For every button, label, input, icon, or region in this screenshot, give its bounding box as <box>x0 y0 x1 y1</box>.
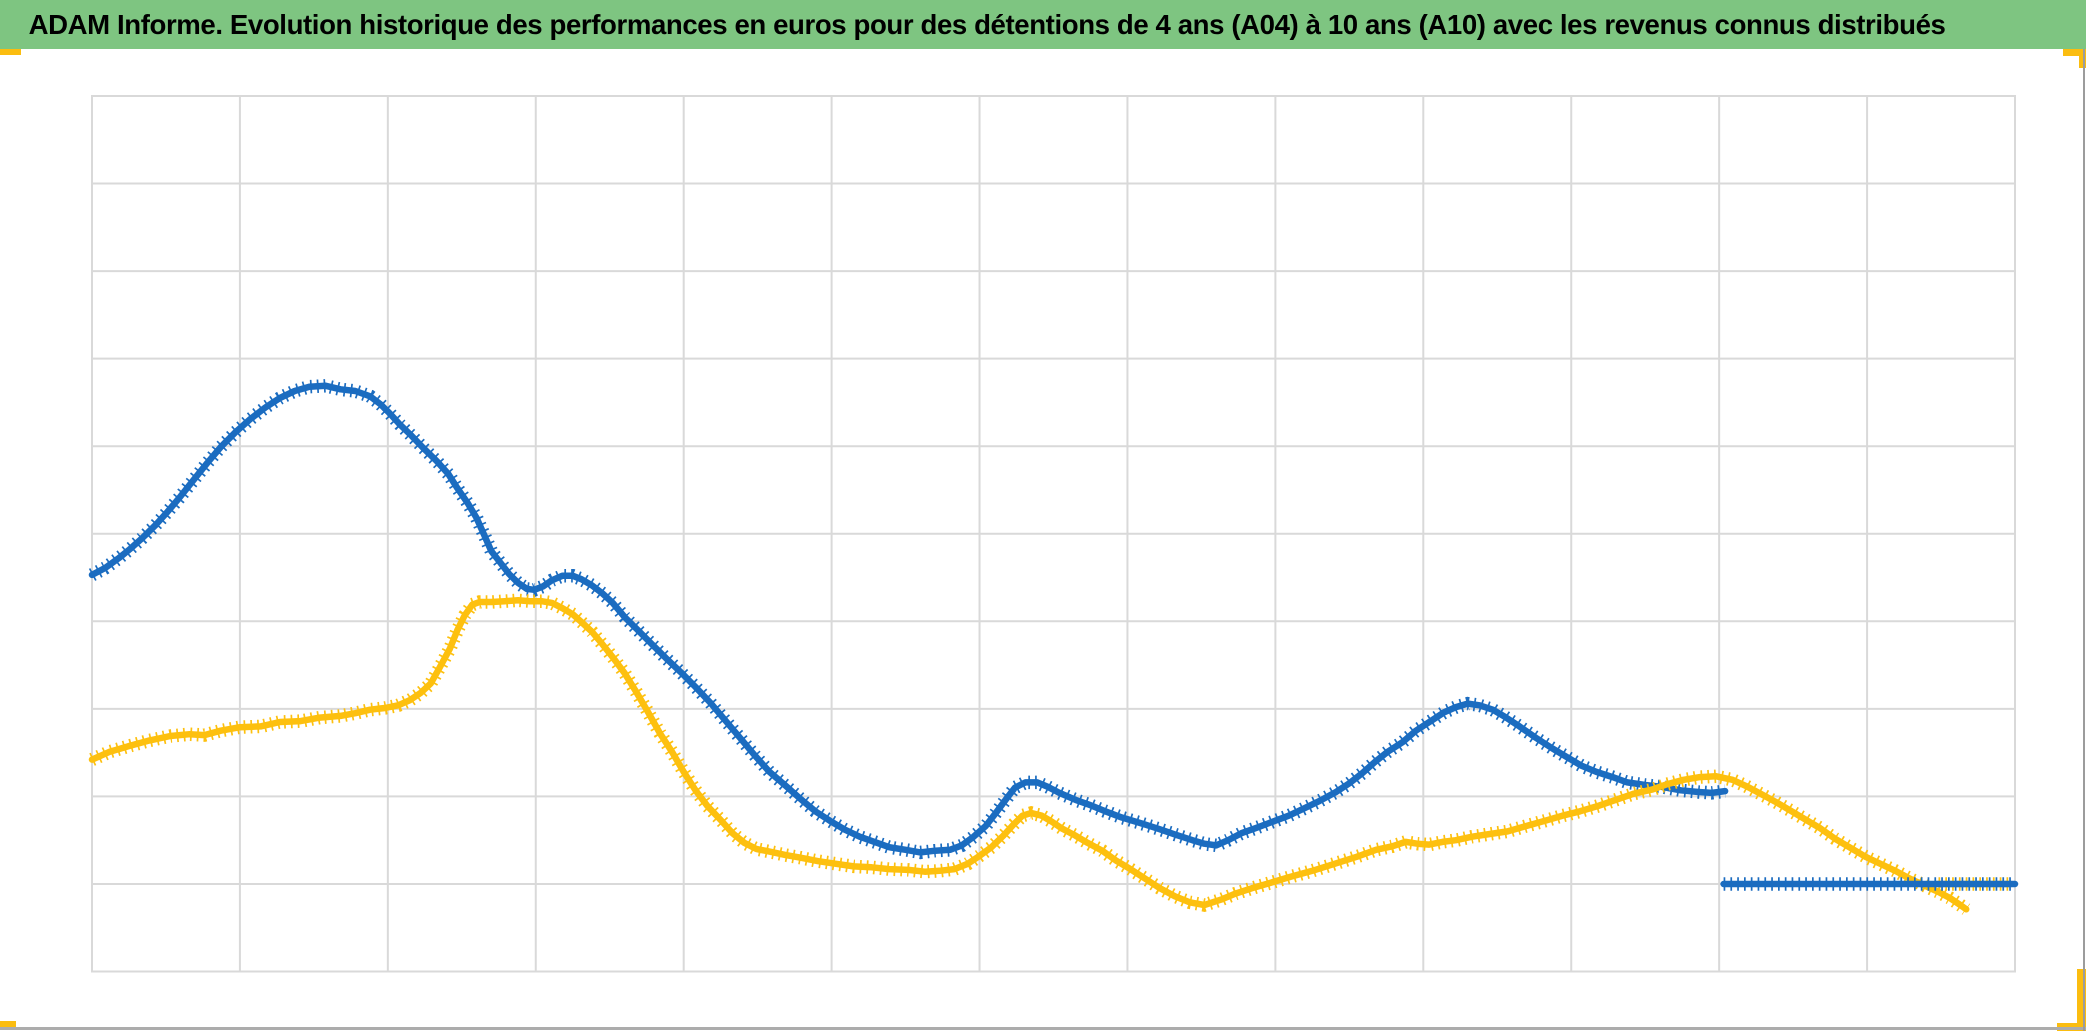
series-blue <box>88 379 1729 860</box>
series-gold <box>88 593 1971 915</box>
gridlines <box>91 95 2016 973</box>
chart-title: ADAM Informe. Evolution historique des p… <box>28 8 1946 40</box>
range-handle-bottom-right-v[interactable] <box>2077 969 2086 1031</box>
title-bar: ADAM Informe. Evolution historique des p… <box>0 0 2086 49</box>
series-lines <box>88 379 2019 915</box>
chart-canvas[interactable] <box>0 49 2086 1031</box>
range-handle-bottom-left[interactable] <box>0 1021 16 1029</box>
range-handle-top-right-h[interactable] <box>2063 49 2086 56</box>
right-divider-line <box>2083 49 2085 1031</box>
bottom-divider-line <box>0 1027 2086 1030</box>
range-handle-top-right-v[interactable] <box>2079 49 2086 68</box>
range-handle-top-left[interactable] <box>0 49 21 55</box>
performance-line-chart <box>88 95 2019 973</box>
